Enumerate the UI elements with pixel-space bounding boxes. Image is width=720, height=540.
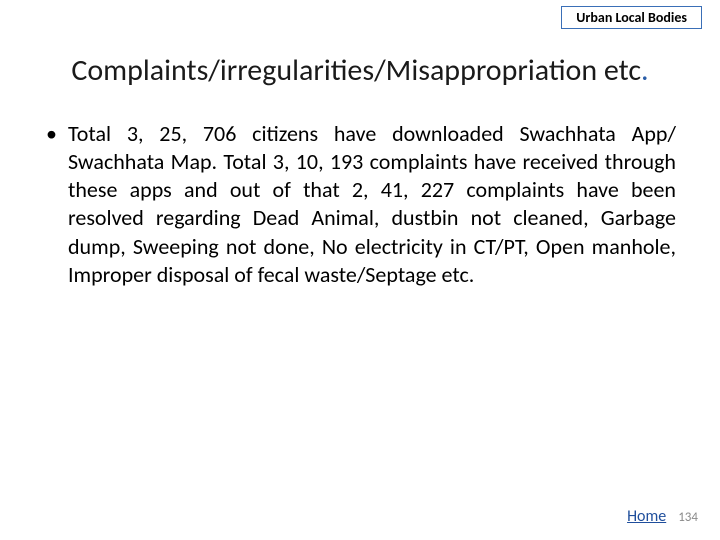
list-item: • Total 3, 25, 706 citizens have downloa…: [44, 120, 676, 289]
page-number: 134: [678, 510, 698, 525]
page-title: Complaints/irregularities/Misappropriati…: [0, 52, 720, 89]
bullet-marker: •: [44, 120, 68, 148]
home-link[interactable]: Home: [627, 507, 666, 526]
header-category-label: Urban Local Bodies: [576, 9, 687, 26]
body-content: • Total 3, 25, 706 citizens have downloa…: [44, 120, 676, 289]
header-category-box: Urban Local Bodies: [561, 6, 702, 29]
page-title-text: Complaints/irregularities/Misappropriati…: [71, 52, 641, 89]
bullet-text: Total 3, 25, 706 citizens have downloade…: [68, 120, 676, 289]
page-title-trailing-mark: .: [641, 52, 649, 89]
footer: Home 134: [627, 507, 698, 526]
